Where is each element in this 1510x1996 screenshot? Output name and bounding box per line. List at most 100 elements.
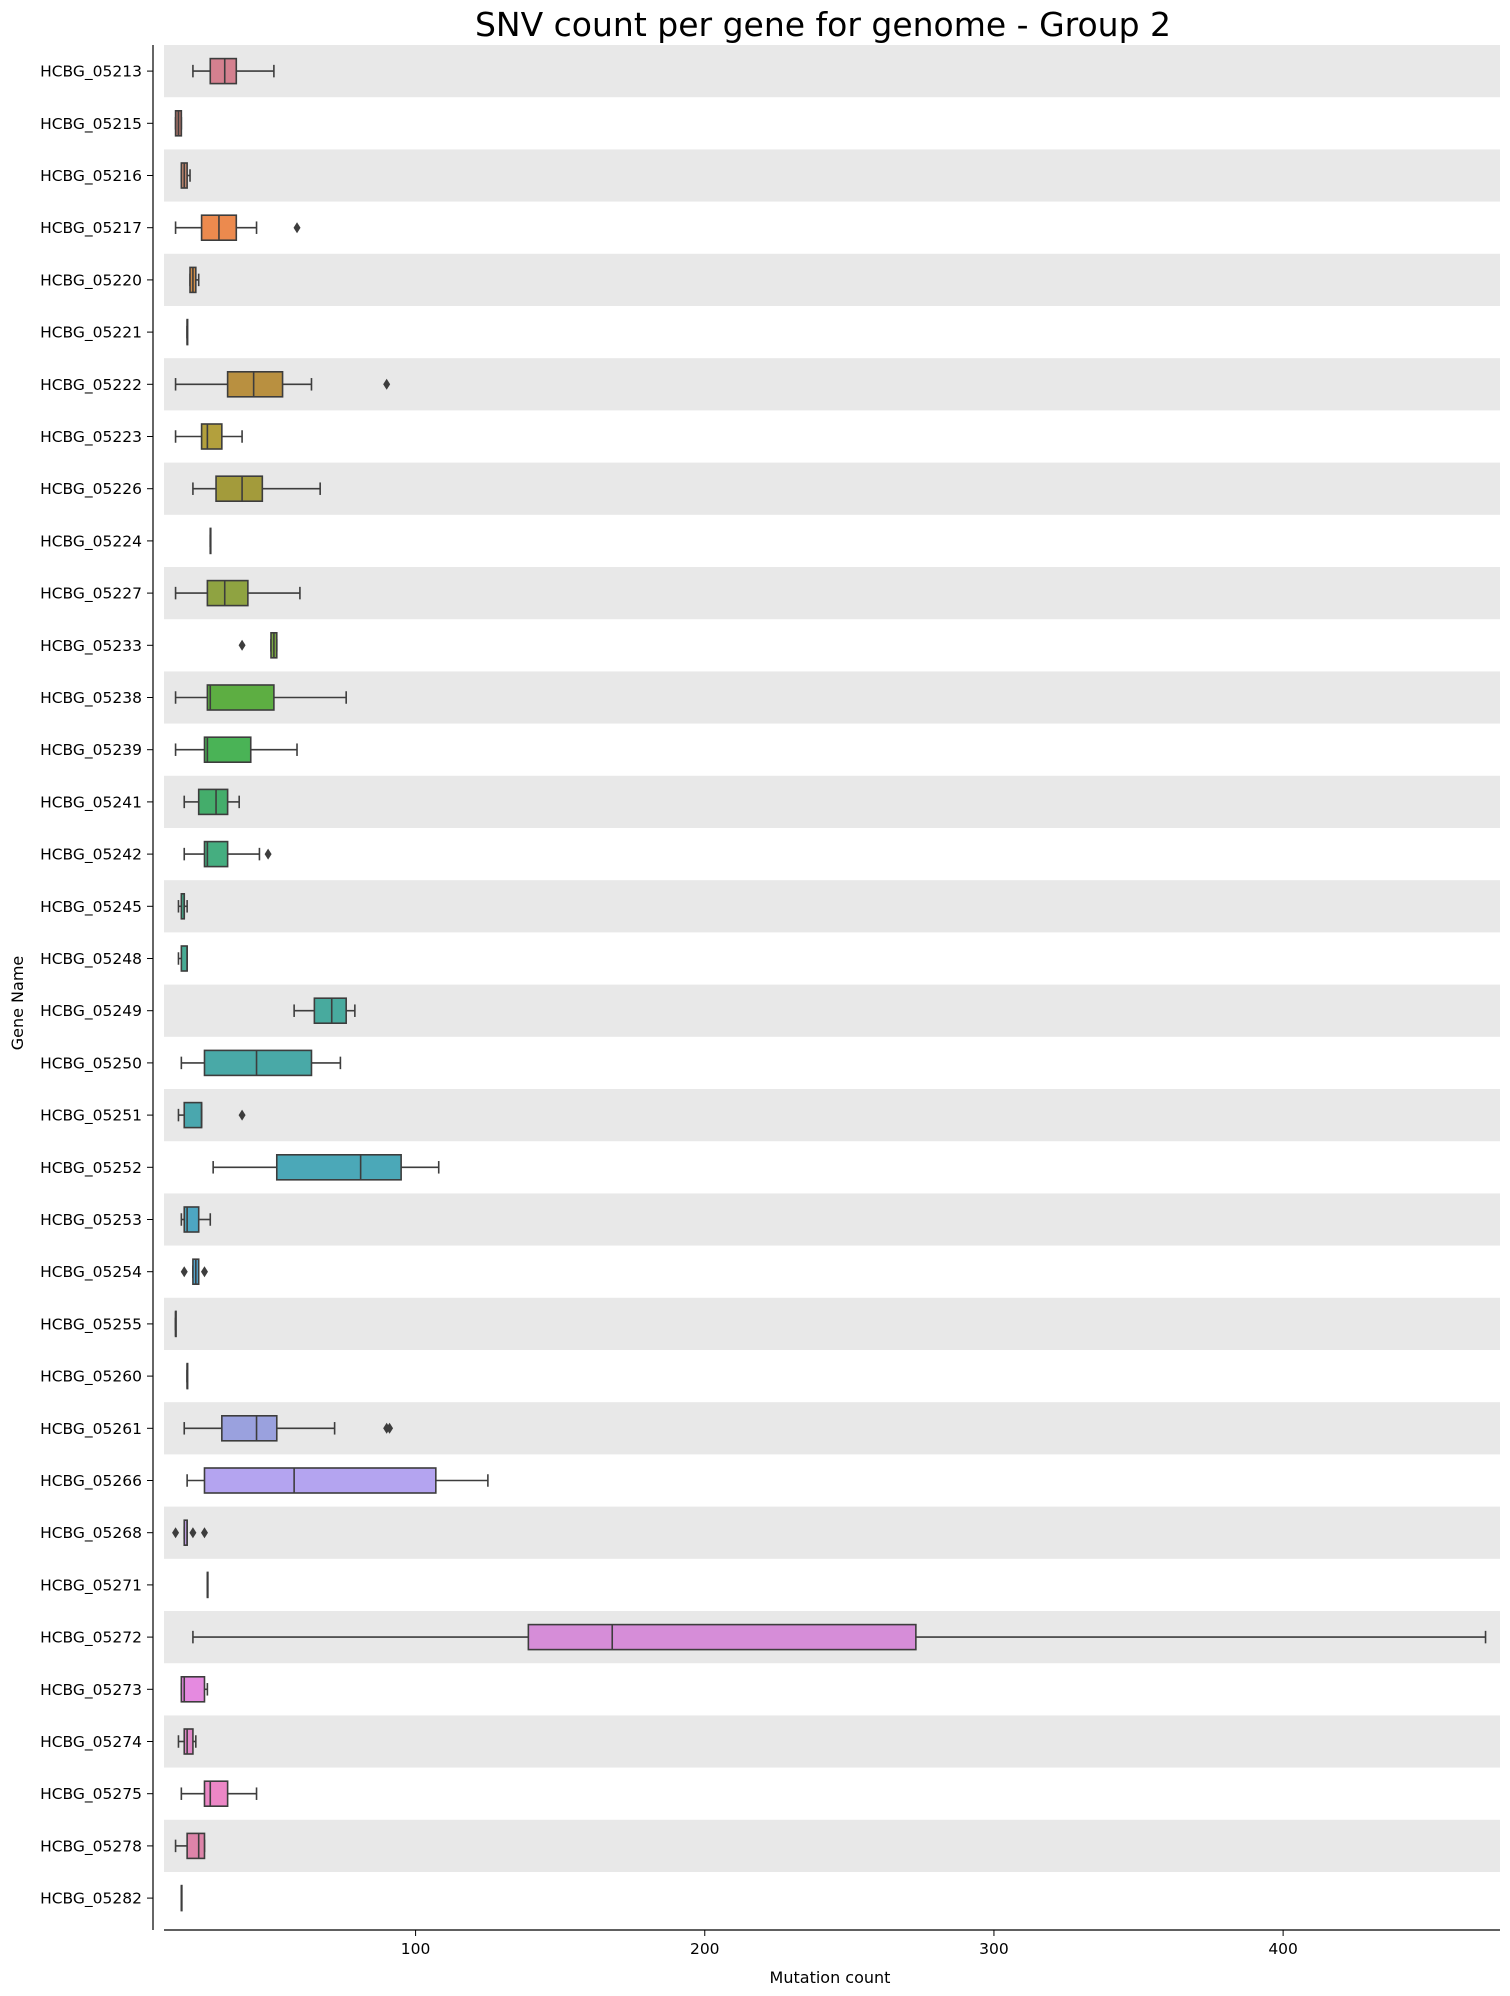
gene-label: HCBG_05239 [40, 741, 142, 760]
row-stripe [164, 880, 1500, 933]
gene-label: HCBG_05241 [40, 793, 142, 812]
row-stripe [164, 149, 1500, 202]
box-hcbg_05224 [209, 527, 212, 555]
iqr-box [180, 1676, 206, 1703]
gene-label: HCBG_05248 [40, 950, 142, 969]
gene-label: HCBG_05226 [40, 480, 142, 499]
box-hcbg_05221 [186, 318, 189, 346]
box-hcbg_05226 [192, 475, 321, 503]
outlier-point [264, 848, 272, 860]
row-stripe [164, 984, 1500, 1037]
gene-label: HCBG_05220 [40, 271, 142, 290]
row-stripe [164, 462, 1500, 515]
gene-label: HCBG_05251 [40, 1107, 142, 1126]
gene-label: HCBG_05254 [40, 1263, 142, 1282]
box-hcbg_05227 [174, 579, 301, 607]
gene-label: HCBG_05216 [40, 167, 142, 186]
box-hcbg_05233 [238, 631, 278, 659]
box-hcbg_05249 [293, 997, 356, 1025]
gene-label: HCBG_05227 [40, 585, 142, 604]
row-stripe [164, 1297, 1500, 1350]
gene-label: HCBG_05253 [40, 1211, 142, 1230]
iqr-box [215, 475, 264, 503]
row-stripe [164, 1819, 1500, 1872]
outlier-point [293, 222, 301, 234]
iqr-box [527, 1623, 917, 1651]
iqr-box [313, 997, 347, 1025]
box-hcbg_05253 [180, 1206, 212, 1233]
x-tick-label: 400 [1268, 1940, 1298, 1958]
row-stripe [164, 1715, 1500, 1768]
gene-label: HCBG_05249 [40, 1002, 142, 1021]
box-hcbg_05271 [206, 1571, 209, 1599]
iqr-box [180, 945, 188, 972]
box-hcbg_05239 [174, 736, 298, 764]
row-stripe [164, 775, 1500, 828]
box-hcbg_05282 [180, 1884, 183, 1912]
iqr-box [203, 840, 229, 868]
gene-label: HCBG_05223 [40, 428, 142, 447]
box-hcbg_05251 [177, 1101, 246, 1129]
gene-label: HCBG_05222 [40, 376, 142, 395]
gene-label: HCBG_05275 [40, 1785, 142, 1804]
box-hcbg_05238 [174, 684, 347, 711]
iqr-box [183, 1728, 194, 1755]
gene-label: HCBG_05255 [40, 1315, 142, 1334]
gene-label: HCBG_05213 [40, 63, 142, 82]
box-hcbg_05220 [189, 266, 200, 294]
gene-label: HCBG_05268 [40, 1524, 142, 1543]
box-hcbg_05252 [212, 1154, 440, 1181]
gene-label: HCBG_05224 [40, 532, 142, 551]
box-hcbg_05216 [180, 162, 191, 189]
x-tick-label: 300 [979, 1940, 1009, 1958]
y-axis-label: Gene Name [8, 956, 27, 1051]
outlier-point [172, 1527, 180, 1539]
row-stripe [164, 1193, 1500, 1246]
row-stripes [164, 45, 1500, 1872]
gene-label: HCBG_05273 [40, 1681, 142, 1700]
outlier-point [383, 378, 391, 390]
iqr-box [183, 1101, 203, 1129]
gene-label: HCBG_05274 [40, 1733, 142, 1752]
iqr-box [203, 1467, 437, 1494]
x-axis-label: Mutation count [770, 1968, 891, 1987]
x-tick-label: 100 [401, 1940, 431, 1958]
iqr-box [203, 736, 252, 764]
iqr-box [203, 1780, 229, 1807]
row-stripe [164, 671, 1500, 724]
box-hcbg_05272 [192, 1623, 1487, 1651]
gene-label: HCBG_05215 [40, 115, 142, 134]
iqr-box [203, 1049, 313, 1077]
gene-label: HCBG_05282 [40, 1890, 142, 1909]
box-hcbg_05275 [180, 1780, 258, 1807]
iqr-box [197, 788, 229, 816]
outlier-point [200, 1266, 208, 1278]
row-stripe [164, 45, 1500, 98]
y-tick-labels: HCBG_05213 HCBG_05215 HCBG_05216 HCBG_05217… [40, 63, 153, 1909]
box-hcbg_05255 [174, 1310, 177, 1338]
box-hcbg_05254 [180, 1258, 208, 1285]
box-hcbg_05268 [172, 1519, 208, 1546]
row-stripe [164, 1506, 1500, 1559]
gene-label: HCBG_05245 [40, 898, 142, 917]
gene-label: HCBG_05272 [40, 1629, 142, 1648]
x-axis: 100 200 300 400 [164, 1929, 1500, 1958]
box-hcbg_05245 [177, 892, 188, 920]
gene-label: HCBG_05221 [40, 324, 142, 343]
row-stripe [164, 567, 1500, 620]
iqr-box [200, 423, 223, 450]
x-tick-label: 200 [690, 1940, 720, 1958]
box-hcbg_05250 [180, 1049, 342, 1077]
box-hcbg_05223 [174, 423, 243, 450]
box-series [172, 57, 1487, 1912]
iqr-box [221, 1415, 278, 1442]
box-hcbg_05248 [177, 945, 188, 972]
gene-label: HCBG_05252 [40, 1159, 142, 1178]
outlier-point [200, 1527, 208, 1539]
gene-label: HCBG_05266 [40, 1472, 142, 1491]
gene-label: HCBG_05217 [40, 219, 142, 238]
box-hcbg_05222 [174, 370, 391, 398]
gene-label: HCBG_05271 [40, 1576, 142, 1595]
row-stripe [164, 358, 1500, 411]
